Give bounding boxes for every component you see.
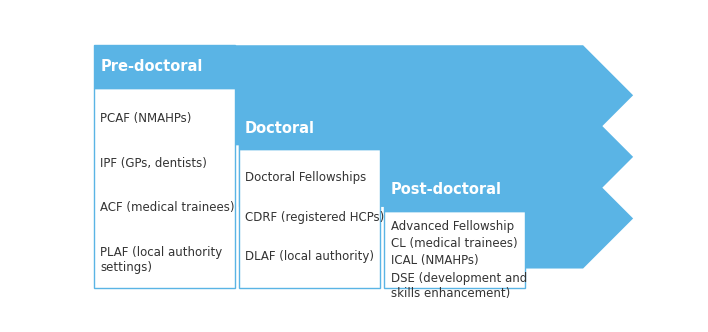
Text: Doctoral Fellowships: Doctoral Fellowships (245, 171, 366, 184)
Bar (384, 168, 525, 211)
Text: ACF (medical trainees): ACF (medical trainees) (101, 201, 235, 214)
Text: ICAL (NMAHPs): ICAL (NMAHPs) (391, 254, 478, 267)
Bar (384, 211, 525, 288)
Text: PLAF (local authority
settings): PLAF (local authority settings) (101, 246, 222, 274)
Bar (384, 168, 525, 211)
Polygon shape (94, 45, 633, 145)
Text: PCAF (NMAHPs): PCAF (NMAHPs) (101, 112, 192, 125)
Text: Post-doctoral: Post-doctoral (391, 182, 501, 197)
Text: CL (medical trainees): CL (medical trainees) (391, 237, 518, 250)
Bar (94, 88, 235, 288)
Text: IPF (GPs, dentists): IPF (GPs, dentists) (101, 156, 207, 170)
Bar (239, 107, 379, 149)
Polygon shape (384, 168, 633, 269)
Text: Advanced Fellowship: Advanced Fellowship (391, 220, 514, 233)
Text: DLAF (local authority): DLAF (local authority) (245, 250, 374, 263)
Bar (94, 45, 235, 88)
Bar (239, 149, 379, 288)
Text: DSE (development and
skills enhancement): DSE (development and skills enhancement) (391, 272, 527, 300)
Bar (94, 45, 235, 88)
Text: Doctoral: Doctoral (245, 121, 315, 135)
Bar (239, 107, 379, 149)
Polygon shape (239, 107, 633, 207)
Text: CDRF (registered HCPs): CDRF (registered HCPs) (245, 210, 384, 223)
Text: Pre-doctoral: Pre-doctoral (101, 59, 202, 74)
